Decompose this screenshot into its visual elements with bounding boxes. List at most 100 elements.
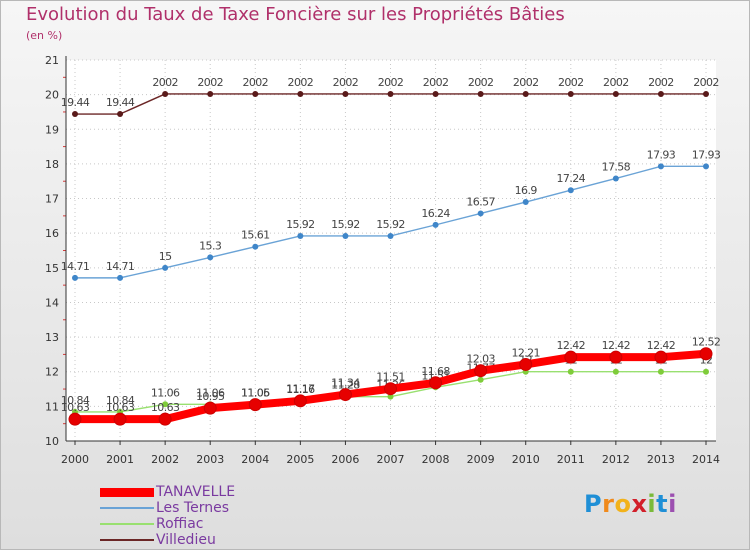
data-label-les-ternes: 17.93 bbox=[692, 148, 721, 161]
x-tick-label: 2001 bbox=[106, 453, 134, 466]
data-label-tanavelle: 10.63 bbox=[61, 401, 90, 414]
data-point-villedieu bbox=[567, 90, 574, 97]
y-tick-label: 10 bbox=[45, 435, 59, 448]
data-label-villedieu: 2002 bbox=[333, 76, 359, 89]
data-point-les-ternes bbox=[252, 243, 259, 250]
data-point-tanavelle bbox=[203, 401, 217, 415]
chart-subtitle: (en %) bbox=[26, 29, 63, 42]
y-tick-label: 13 bbox=[45, 331, 59, 344]
x-tick-label: 2007 bbox=[377, 453, 405, 466]
data-label-tanavelle: 11.34 bbox=[331, 377, 360, 390]
data-label-les-ternes: 15.3 bbox=[199, 239, 222, 252]
data-point-tanavelle bbox=[519, 357, 533, 371]
data-label-roffiac: 11.06 bbox=[151, 386, 180, 399]
y-tick-label: 15 bbox=[45, 262, 59, 275]
y-tick-label: 12 bbox=[45, 366, 59, 379]
data-label-villedieu: 19.44 bbox=[61, 96, 90, 109]
data-label-tanavelle: 10.63 bbox=[106, 401, 135, 414]
data-point-villedieu bbox=[342, 90, 349, 97]
data-label-tanavelle: 10.95 bbox=[196, 390, 225, 403]
data-point-les-ternes bbox=[72, 274, 78, 281]
data-point-tanavelle bbox=[158, 412, 172, 426]
data-point-villedieu bbox=[657, 90, 664, 97]
data-point-villedieu bbox=[477, 90, 484, 97]
data-point-les-ternes bbox=[342, 232, 349, 239]
data-point-tanavelle bbox=[293, 394, 307, 408]
data-label-villedieu: 2002 bbox=[242, 76, 268, 89]
data-label-tanavelle: 12.21 bbox=[511, 346, 540, 359]
legend-item: Les Ternes bbox=[100, 500, 235, 516]
y-tick-label: 21 bbox=[45, 54, 59, 67]
data-point-roffiac bbox=[162, 401, 169, 408]
legend-label: TANAVELLE bbox=[156, 484, 236, 500]
x-tick-label: 2006 bbox=[331, 453, 359, 466]
data-point-tanavelle bbox=[474, 364, 488, 378]
data-label-roffiac: 11.06 bbox=[196, 386, 225, 399]
logo-letter: i bbox=[647, 490, 657, 518]
legend-item: TANAVELLE bbox=[100, 484, 235, 500]
data-point-villedieu bbox=[432, 90, 439, 97]
data-label-les-ternes: 16.9 bbox=[515, 184, 538, 197]
data-point-villedieu bbox=[387, 90, 394, 97]
x-tick-label: 2009 bbox=[467, 453, 495, 466]
proxiti-logo: Proxiti bbox=[584, 490, 677, 518]
data-label-les-ternes: 15 bbox=[159, 250, 172, 263]
x-tick-label: 2002 bbox=[151, 453, 179, 466]
data-label-tanavelle: 12.42 bbox=[647, 339, 676, 352]
data-label-les-ternes: 16.57 bbox=[466, 195, 495, 208]
legend-label: Roffiac bbox=[156, 516, 204, 532]
data-point-villedieu bbox=[252, 90, 259, 97]
data-point-tanavelle bbox=[113, 412, 127, 426]
data-point-tanavelle bbox=[248, 398, 262, 412]
x-tick-label: 2013 bbox=[647, 453, 675, 466]
y-tick-label: 14 bbox=[45, 296, 59, 309]
data-label-les-ternes: 15.92 bbox=[376, 218, 405, 231]
legend-swatch bbox=[100, 507, 154, 509]
x-tick-label: 2005 bbox=[286, 453, 314, 466]
data-label-tanavelle: 11.05 bbox=[241, 387, 270, 400]
data-label-les-ternes: 15.92 bbox=[286, 218, 315, 231]
y-tick-label: 17 bbox=[45, 193, 59, 206]
data-point-tanavelle bbox=[699, 347, 713, 361]
data-label-tanavelle: 10.63 bbox=[151, 401, 180, 414]
data-label-roffiac: 11.06 bbox=[241, 386, 270, 399]
data-label-tanavelle: 11.51 bbox=[376, 371, 405, 384]
data-point-villedieu bbox=[703, 90, 709, 97]
data-point-tanavelle bbox=[429, 376, 443, 390]
data-label-villedieu: 2002 bbox=[288, 76, 314, 89]
data-label-les-ternes: 15.92 bbox=[331, 218, 360, 231]
data-point-les-ternes bbox=[522, 199, 529, 206]
data-point-les-ternes bbox=[432, 221, 439, 228]
data-label-roffiac: 11.17 bbox=[286, 382, 315, 395]
x-tick-label: 2012 bbox=[602, 453, 630, 466]
data-label-villedieu: 19.44 bbox=[106, 96, 135, 109]
legend-label: Les Ternes bbox=[156, 500, 229, 516]
data-label-villedieu: 2002 bbox=[558, 76, 584, 89]
x-tick-label: 2008 bbox=[422, 453, 450, 466]
data-point-roffiac bbox=[477, 376, 484, 383]
data-point-les-ternes bbox=[297, 232, 304, 239]
x-tick-label: 2000 bbox=[61, 453, 89, 466]
data-point-les-ternes bbox=[207, 254, 214, 261]
data-label-les-ternes: 14.71 bbox=[61, 260, 90, 273]
legend-swatch bbox=[100, 487, 154, 497]
legend-label: Villedieu bbox=[156, 532, 216, 548]
data-label-tanavelle: 11.16 bbox=[286, 383, 315, 396]
logo-letter: i bbox=[668, 490, 677, 518]
data-point-roffiac bbox=[703, 368, 709, 375]
plot-area bbox=[66, 60, 716, 441]
data-label-tanavelle: 12.03 bbox=[466, 353, 495, 366]
data-label-les-ternes: 14.71 bbox=[106, 260, 135, 273]
data-point-villedieu bbox=[72, 111, 78, 118]
data-point-villedieu bbox=[162, 90, 169, 97]
data-point-villedieu bbox=[612, 90, 619, 97]
data-label-tanavelle: 12.42 bbox=[557, 339, 586, 352]
data-label-villedieu: 2002 bbox=[648, 76, 674, 89]
logo-letter: o bbox=[614, 490, 632, 518]
y-tick-label: 18 bbox=[45, 158, 59, 171]
legend-swatch bbox=[100, 523, 154, 525]
logo-letter: P bbox=[584, 490, 603, 518]
x-tick-label: 2010 bbox=[512, 453, 540, 466]
data-label-villedieu: 2002 bbox=[513, 76, 539, 89]
